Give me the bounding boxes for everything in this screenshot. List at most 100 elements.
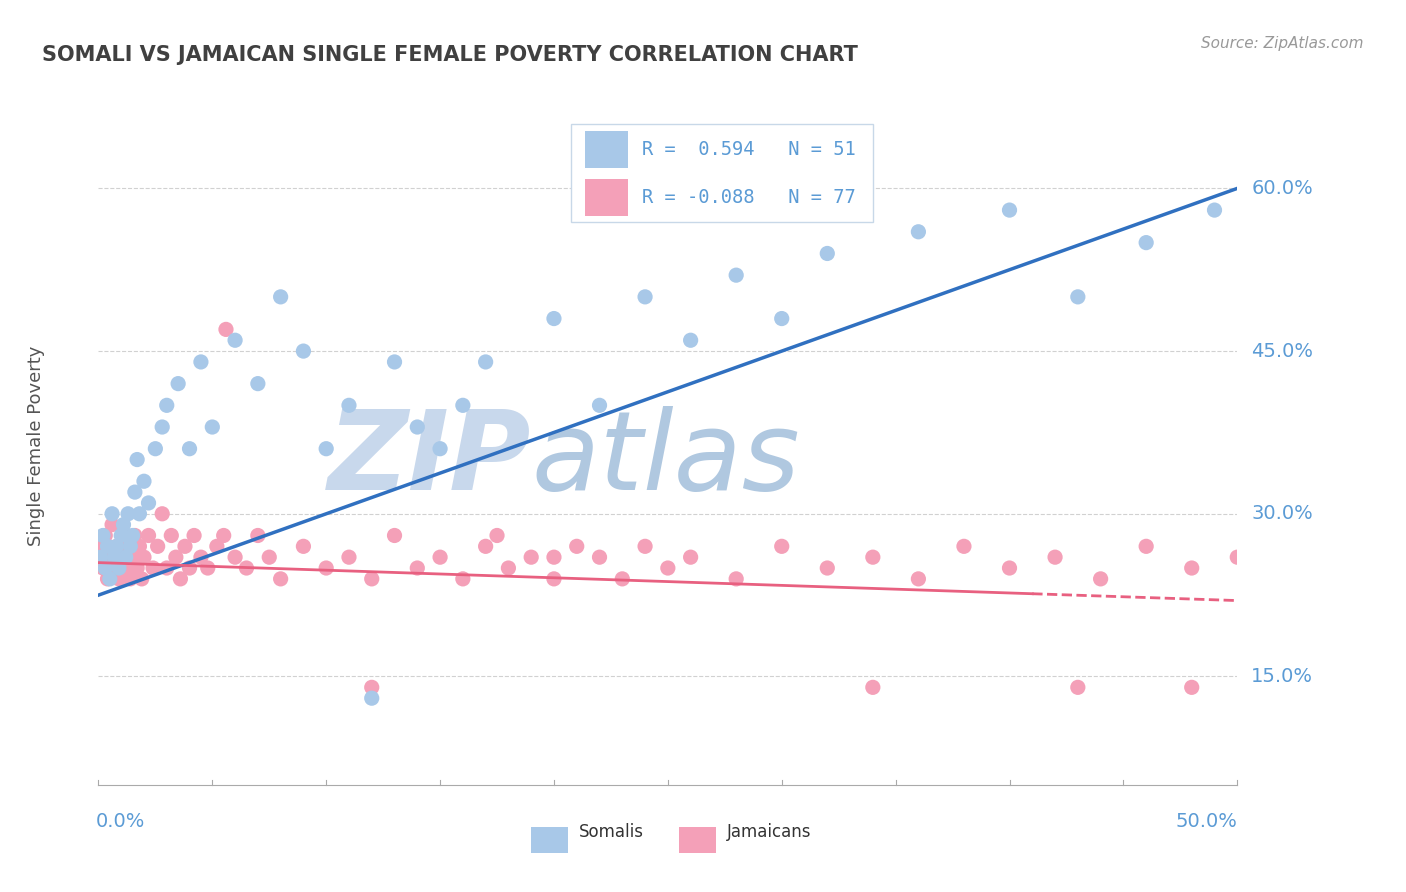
Point bbox=[1204, 203, 1226, 218]
Point bbox=[907, 225, 929, 239]
Point bbox=[337, 550, 360, 565]
FancyBboxPatch shape bbox=[571, 124, 873, 222]
Point bbox=[96, 572, 118, 586]
Point bbox=[179, 561, 201, 575]
Point bbox=[1067, 290, 1090, 304]
Point bbox=[127, 452, 149, 467]
Text: Source: ZipAtlas.com: Source: ZipAtlas.com bbox=[1201, 36, 1364, 51]
Point bbox=[588, 550, 610, 565]
Point bbox=[138, 528, 160, 542]
Point bbox=[142, 561, 165, 575]
Point bbox=[360, 572, 382, 586]
Point bbox=[128, 539, 150, 553]
Point bbox=[205, 539, 228, 553]
Point bbox=[725, 268, 748, 282]
Point bbox=[124, 528, 146, 542]
Point bbox=[146, 539, 169, 553]
Text: Jamaicans: Jamaicans bbox=[727, 823, 811, 841]
Point bbox=[145, 442, 167, 456]
Text: 30.0%: 30.0% bbox=[1251, 504, 1313, 524]
Point bbox=[167, 376, 190, 391]
Point bbox=[127, 561, 149, 575]
Point bbox=[179, 442, 201, 456]
Point bbox=[105, 539, 128, 553]
Point bbox=[315, 561, 337, 575]
Point bbox=[103, 561, 125, 575]
Point bbox=[120, 539, 142, 553]
Point bbox=[259, 550, 281, 565]
Point bbox=[150, 507, 173, 521]
Point bbox=[103, 550, 125, 565]
Point bbox=[1067, 681, 1090, 695]
FancyBboxPatch shape bbox=[585, 178, 628, 216]
Point bbox=[91, 561, 114, 575]
Point bbox=[907, 572, 929, 586]
Point bbox=[224, 550, 246, 565]
Point bbox=[108, 572, 131, 586]
Point bbox=[998, 561, 1021, 575]
Point bbox=[815, 246, 838, 260]
Point bbox=[543, 550, 565, 565]
Text: R =  0.594   N = 51: R = 0.594 N = 51 bbox=[641, 140, 855, 160]
Point bbox=[384, 528, 406, 542]
Point bbox=[101, 507, 124, 521]
Point bbox=[169, 572, 191, 586]
Text: atlas: atlas bbox=[531, 406, 800, 513]
Point bbox=[486, 528, 509, 542]
Point bbox=[90, 539, 112, 553]
Point bbox=[360, 681, 382, 695]
Point bbox=[270, 572, 292, 586]
Point bbox=[110, 550, 132, 565]
Point bbox=[588, 398, 610, 412]
Point bbox=[90, 550, 112, 565]
Point bbox=[634, 539, 657, 553]
Point bbox=[105, 539, 128, 553]
Point bbox=[315, 442, 337, 456]
Point bbox=[657, 561, 679, 575]
Point bbox=[543, 572, 565, 586]
Point bbox=[160, 528, 183, 542]
Point bbox=[862, 550, 884, 565]
Point bbox=[96, 539, 118, 553]
Text: Single Female Poverty: Single Female Poverty bbox=[27, 346, 45, 546]
Point bbox=[862, 681, 884, 695]
Text: ZIP: ZIP bbox=[328, 406, 531, 513]
Point bbox=[183, 528, 205, 542]
Point bbox=[679, 333, 702, 347]
Point bbox=[197, 561, 219, 575]
Point bbox=[201, 420, 224, 434]
Text: 15.0%: 15.0% bbox=[1251, 667, 1313, 686]
Point bbox=[565, 539, 588, 553]
Point bbox=[132, 475, 155, 489]
Point bbox=[1135, 539, 1157, 553]
Point bbox=[292, 344, 315, 359]
Point bbox=[246, 376, 269, 391]
Point bbox=[112, 528, 135, 542]
Point bbox=[112, 517, 135, 532]
Point bbox=[337, 398, 360, 412]
Point bbox=[156, 398, 179, 412]
Point bbox=[117, 539, 139, 553]
Point bbox=[429, 442, 451, 456]
Point bbox=[1181, 561, 1204, 575]
Text: 60.0%: 60.0% bbox=[1251, 179, 1313, 198]
Point bbox=[498, 561, 520, 575]
Point bbox=[131, 572, 153, 586]
Point bbox=[128, 507, 150, 521]
Point bbox=[292, 539, 315, 553]
FancyBboxPatch shape bbox=[679, 827, 716, 853]
Point bbox=[98, 572, 121, 586]
Point bbox=[451, 572, 474, 586]
Point bbox=[174, 539, 197, 553]
Text: SOMALI VS JAMAICAN SINGLE FEMALE POVERTY CORRELATION CHART: SOMALI VS JAMAICAN SINGLE FEMALE POVERTY… bbox=[42, 45, 858, 64]
Point bbox=[121, 550, 143, 565]
Point bbox=[679, 550, 702, 565]
Point bbox=[235, 561, 257, 575]
Point bbox=[770, 539, 793, 553]
Point bbox=[98, 550, 121, 565]
Point bbox=[165, 550, 187, 565]
Point bbox=[224, 333, 246, 347]
Point bbox=[543, 311, 565, 326]
Point bbox=[110, 528, 132, 542]
Point bbox=[770, 311, 793, 326]
